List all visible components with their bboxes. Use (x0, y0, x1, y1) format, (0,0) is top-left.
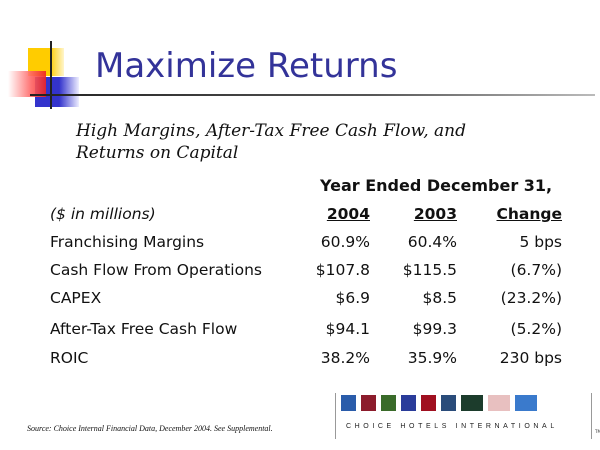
trademark: TM (595, 429, 600, 434)
company-name: CHOICE HOTELS INTERNATIONAL (346, 423, 558, 430)
table-row: Franchising Margins 60.9% 60.4% 5 bps (50, 233, 564, 257)
row-label: After-Tax Free Cash Flow (50, 320, 238, 338)
column-header: Change (496, 205, 562, 223)
brand-logo (341, 395, 356, 411)
brand-logo (361, 395, 376, 411)
slide-title: Maximize Returns (95, 46, 398, 86)
row-label: ROIC (50, 349, 89, 367)
cell-value: (5.2%) (510, 320, 562, 338)
cell-value: 5 bps (519, 233, 562, 251)
cell-value: $99.3 (412, 320, 457, 338)
cell-value: 60.9% (320, 233, 370, 251)
table-row: CAPEX $6.9 $8.5 (23.2%) (50, 289, 564, 313)
brand-logo (401, 395, 416, 411)
choice-hotels-logo: CHOICE HOTELS INTERNATIONAL TM (335, 393, 600, 439)
decor-red-square (8, 71, 46, 97)
brand-logo (515, 395, 537, 411)
table-row: After-Tax Free Cash Flow $94.1 $99.3 (5.2%) (50, 320, 564, 344)
brand-logo (421, 395, 436, 411)
column-header: 2004 (326, 205, 370, 223)
table-row: Cash Flow From Operations $107.8 $115.5 (6.… (50, 261, 564, 285)
table-row: ROIC 38.2% 35.9% 230 bps (50, 349, 564, 373)
cell-value: $6.9 (335, 289, 370, 307)
cell-value: $94.1 (325, 320, 370, 338)
source-note: Source: Choice Internal Financial Data, … (27, 424, 273, 433)
row-label: CAPEX (50, 289, 102, 307)
cell-value: (6.7%) (510, 261, 562, 279)
column-header: 2003 (413, 205, 457, 223)
title-rule (30, 94, 595, 96)
column-header: ($ in millions) (50, 205, 156, 223)
brand-logo (461, 395, 483, 411)
cell-value: $115.5 (402, 261, 457, 279)
slide-subtitle: High Margins, After-Tax Free Cash Flow, … (76, 121, 466, 163)
period-header: Year Ended December 31, (320, 176, 553, 195)
cell-value: (23.2%) (500, 289, 562, 307)
cell-value: 35.9% (407, 349, 457, 367)
decor-vertical-line (50, 41, 52, 109)
cell-value: $8.5 (422, 289, 457, 307)
cell-value: $107.8 (315, 261, 370, 279)
brand-logo (488, 395, 510, 411)
table-header-row: ($ in millions) 2004 2003 Change (50, 205, 564, 229)
brand-logo (381, 395, 396, 411)
cell-value: 60.4% (407, 233, 457, 251)
row-label: Cash Flow From Operations (50, 261, 262, 279)
brand-logo (441, 395, 456, 411)
row-label: Franchising Margins (50, 233, 205, 251)
cell-value: 230 bps (499, 349, 562, 367)
cell-value: 38.2% (320, 349, 370, 367)
